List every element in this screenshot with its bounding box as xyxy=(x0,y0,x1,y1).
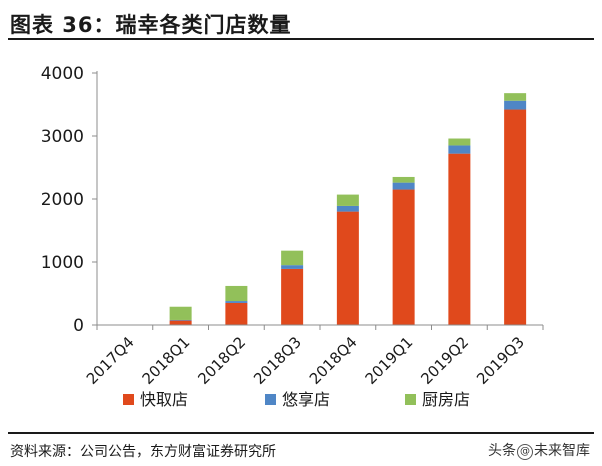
bar-segment xyxy=(504,100,527,110)
bar-segment xyxy=(504,109,527,325)
bar-segment xyxy=(169,306,192,320)
chart-header: 图表 36：瑞幸各类门店数量 xyxy=(8,4,594,40)
x-tick-label: 2019Q2 xyxy=(417,333,472,388)
chart-legend: 快取店 悠享店 厨房店 xyxy=(123,390,470,409)
x-tick-label: 2018Q1 xyxy=(139,333,194,388)
legend-swatch xyxy=(265,394,276,405)
watermark-suffix: 未来智库 xyxy=(534,443,590,459)
x-tick-label: 2019Q3 xyxy=(473,333,528,388)
x-tick-label: 2017Q4 xyxy=(83,333,138,388)
bar-segment xyxy=(225,302,248,325)
x-axis: 2017Q4 2018Q1 2018Q2 2018Q3 2018Q4 2019Q1 2019… xyxy=(83,324,544,388)
bar-segment xyxy=(392,189,415,325)
x-tick-label: 2018Q2 xyxy=(194,333,249,388)
legend-label: 厨房店 xyxy=(422,390,470,409)
bar-segment xyxy=(448,138,471,146)
y-tick-label: 4000 xyxy=(41,64,84,84)
bar-segment xyxy=(225,301,248,303)
x-tick-label: 2019Q1 xyxy=(362,333,417,388)
legend-label: 悠享店 xyxy=(282,390,330,409)
source-note: 资料来源：公司公告，东方财富证券研究所 xyxy=(10,444,276,460)
bar-segment xyxy=(169,320,192,325)
chart-title: 图表 36：瑞幸各类门店数量 xyxy=(10,13,292,37)
legend-swatch xyxy=(405,394,416,405)
bar-segment xyxy=(504,93,527,101)
bar-segment xyxy=(448,145,471,154)
bar-segment xyxy=(281,250,304,266)
legend-swatch xyxy=(123,394,134,405)
bar-segment xyxy=(336,205,359,212)
y-tick-label: 2000 xyxy=(41,190,84,210)
bar-segment xyxy=(169,319,192,321)
watermark-prefix: 头条 xyxy=(488,443,516,459)
x-tick-label: 2018Q4 xyxy=(306,333,361,388)
watermark: 头条 @ 未来智库 xyxy=(488,440,590,460)
y-tick-label: 3000 xyxy=(41,127,84,147)
bar-segment xyxy=(281,268,304,325)
chart-bars xyxy=(169,93,527,325)
chart-footer: 资料来源：公司公告，东方财富证券研究所 头条 @ 未来智库 xyxy=(8,432,594,462)
bar-segment xyxy=(225,285,248,302)
x-tick-label: 2018Q3 xyxy=(250,333,305,388)
y-tick-label: 0 xyxy=(73,316,84,336)
legend-label: 快取店 xyxy=(140,390,188,409)
bar-segment xyxy=(336,194,359,206)
bar-segment xyxy=(281,265,304,269)
bar-segment xyxy=(392,176,415,183)
bar-segment xyxy=(448,153,471,325)
y-tick-label: 1000 xyxy=(41,253,84,273)
at-icon: @ xyxy=(517,444,533,460)
bar-segment xyxy=(336,211,359,325)
y-axis: 0 1000 2000 3000 4000 xyxy=(41,64,98,336)
bar-segment xyxy=(392,182,415,190)
